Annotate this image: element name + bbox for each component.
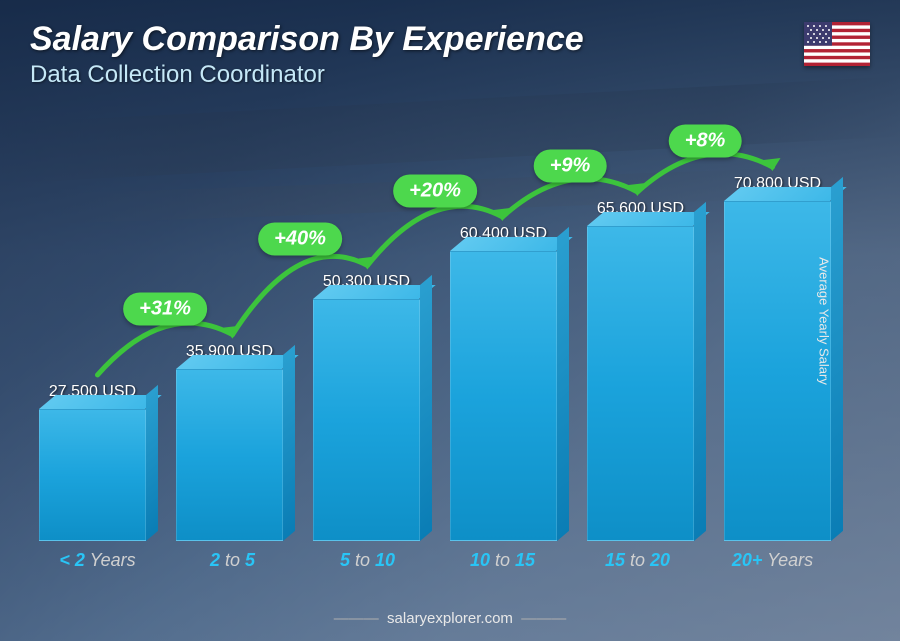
bar-side-face <box>831 177 843 541</box>
bar-top-face <box>450 237 573 251</box>
bar-front-face <box>587 226 693 541</box>
us-flag-icon <box>804 22 870 66</box>
bar-front-face <box>724 201 830 541</box>
header: Salary Comparison By Experience Data Col… <box>30 20 870 89</box>
bar-top-face <box>39 395 162 409</box>
bar-side-face <box>146 385 158 541</box>
page-subtitle: Data Collection Coordinator <box>30 61 870 89</box>
footer-site: salaryexplorer.com <box>387 610 513 627</box>
x-axis-label: 15 to 20 <box>570 550 705 571</box>
bar <box>587 226 693 541</box>
y-axis-label: Average Yearly Salary <box>817 257 832 385</box>
bar-front-face <box>176 369 282 541</box>
chart-area: 27,500 USD35,900 USD50,300 USD60,400 USD… <box>30 110 840 571</box>
footer: ——— salaryexplorer.com ——— <box>0 610 900 627</box>
bar-front-face <box>450 251 556 541</box>
x-axis-labels: < 2 Years2 to 55 to 1010 to 1515 to 2020… <box>30 550 840 571</box>
bar <box>39 409 145 541</box>
bar <box>724 201 830 541</box>
bar-slot: 60,400 USD <box>441 110 566 541</box>
bar-side-face <box>557 227 569 541</box>
bar-front-face <box>39 409 145 541</box>
bar-slot: 27,500 USD <box>30 110 155 541</box>
bar-top-face <box>587 212 710 226</box>
x-axis-label: < 2 Years <box>30 550 165 571</box>
bar-side-face <box>420 275 432 541</box>
x-axis-label: 10 to 15 <box>435 550 570 571</box>
bars-container: 27,500 USD35,900 USD50,300 USD60,400 USD… <box>30 110 840 541</box>
footer-dash-left: ——— <box>334 610 387 627</box>
bar-side-face <box>283 345 295 541</box>
bar-top-face <box>724 187 847 201</box>
bar <box>450 251 556 541</box>
bar-slot: 50,300 USD <box>304 110 429 541</box>
bar-front-face <box>313 299 419 541</box>
x-axis-label: 20+ Years <box>705 550 840 571</box>
bar-top-face <box>313 285 436 299</box>
x-axis-label: 2 to 5 <box>165 550 300 571</box>
bar-top-face <box>176 355 299 369</box>
bar-slot: 65,600 USD <box>578 110 703 541</box>
bar <box>313 299 419 541</box>
x-axis-label: 5 to 10 <box>300 550 435 571</box>
bar-slot: 35,900 USD <box>167 110 292 541</box>
page-title: Salary Comparison By Experience <box>30 20 870 59</box>
bar <box>176 369 282 541</box>
bar-side-face <box>694 202 706 541</box>
footer-dash-right: ——— <box>513 610 566 627</box>
